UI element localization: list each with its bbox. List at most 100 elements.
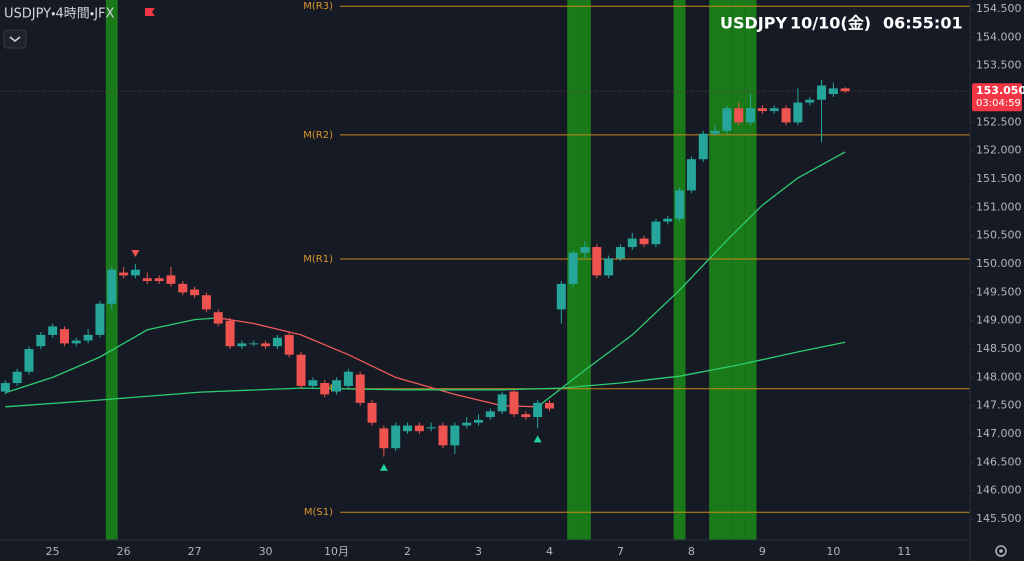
candle-body [604, 258, 614, 276]
candle-body [379, 428, 389, 449]
last-price-box [972, 83, 1022, 112]
overlay-symbol: USDJPY [720, 14, 787, 33]
candle-body [320, 383, 330, 395]
candle-body [438, 425, 448, 446]
gear-center[interactable] [999, 549, 1003, 553]
candle-body [107, 269, 117, 304]
candle-body [450, 425, 460, 446]
y-tick-label: 153.500 [976, 59, 1022, 72]
candle-body [769, 108, 779, 112]
y-tick-label: 146.000 [976, 484, 1022, 497]
candle-body [627, 238, 637, 248]
candle-body [332, 380, 342, 392]
candle-body [391, 425, 401, 449]
candle-body [556, 283, 566, 310]
x-tick-label: 25 [46, 545, 60, 558]
plot-area: M(R3)M(R2)M(R1)MM(S1) [0, 0, 970, 540]
sell-signal [131, 250, 140, 258]
x-tick-label: 7 [617, 545, 624, 558]
candle-body [201, 295, 211, 310]
candle-body [83, 334, 93, 341]
candle-body [12, 371, 22, 384]
gear[interactable] [995, 545, 1007, 557]
candle-body [403, 425, 413, 432]
candle-body [426, 427, 436, 429]
candle-body [544, 402, 554, 409]
candle-body [190, 289, 200, 296]
candle-body [48, 326, 58, 335]
candle-body [130, 269, 140, 276]
y-tick-label: 148.000 [976, 370, 1022, 383]
candle-body [592, 247, 602, 276]
x-tick-label: 27 [188, 545, 202, 558]
y-tick-label: 146.500 [976, 455, 1022, 468]
countdown-label: 03:04:59 [976, 98, 1021, 109]
x-tick-label: 30 [259, 545, 273, 558]
candle-body [296, 354, 306, 386]
candle-body [355, 374, 365, 403]
y-tick-label: 149.000 [976, 314, 1022, 327]
candle-body [367, 402, 377, 423]
candle-body [615, 247, 625, 259]
candle-body [533, 402, 543, 418]
candle-body [154, 278, 164, 282]
y-tick-label: 149.500 [976, 285, 1022, 298]
candle-body [308, 380, 318, 386]
candle-body [734, 108, 744, 123]
y-tick-label: 152.000 [976, 144, 1022, 157]
highlight-band [709, 0, 721, 540]
highlight-band [732, 0, 745, 540]
x-tick-label: 4 [546, 545, 553, 558]
candle-body [473, 419, 483, 423]
chart-title: USDJPY・4時間・JFX [4, 7, 115, 22]
candle-body [639, 238, 649, 245]
candle-body [261, 343, 271, 347]
y-tick-label: 150.500 [976, 229, 1022, 242]
highlight-band [673, 0, 686, 540]
y-tick-label: 147.000 [976, 427, 1022, 440]
candle-body [71, 340, 81, 344]
candle-body [237, 343, 247, 347]
candle-body [485, 411, 495, 418]
x-tick-label: 26 [117, 545, 131, 558]
overlay-date: 10/10(金) [790, 14, 871, 33]
candle-body [722, 108, 732, 131]
x-tick-label: 8 [688, 545, 695, 558]
pivot-label: M(S1) [304, 507, 333, 518]
moving-average [537, 151, 846, 408]
highlight-band [720, 0, 733, 540]
x-tick-label: 11 [897, 545, 911, 558]
candle-body [828, 88, 838, 95]
candle-body [462, 422, 472, 426]
candle-body [698, 133, 708, 160]
candle-body [817, 85, 827, 100]
y-tick-label: 151.500 [976, 172, 1022, 185]
candle-body [781, 108, 791, 123]
candle-body [793, 102, 803, 123]
collapse-button[interactable] [3, 29, 27, 49]
candle-body [414, 425, 424, 432]
candle-body [59, 329, 69, 344]
y-tick-label: 150.000 [976, 257, 1022, 270]
y-tick-label: 152.500 [976, 115, 1022, 128]
candle-body [249, 343, 259, 345]
flag-icon[interactable] [145, 8, 155, 16]
moving-average [5, 317, 219, 394]
buy-signal [533, 435, 542, 443]
x-tick-label: 9 [759, 545, 766, 558]
candle-body [284, 334, 294, 355]
candle-body [213, 312, 223, 324]
x-tick-label: 3 [475, 545, 482, 558]
candle-body [0, 383, 10, 392]
last-price-label: 153.050 [976, 84, 1024, 97]
settings-icon[interactable] [995, 545, 1007, 557]
pivot-label: M(R2) [303, 130, 333, 141]
candle-body [757, 108, 767, 112]
candle-body [710, 130, 720, 134]
y-tick-label: 145.500 [976, 512, 1022, 525]
candle-body [805, 99, 815, 103]
x-tick-label: 10月 [324, 545, 349, 558]
candle-body [840, 88, 850, 92]
candle-body [509, 391, 519, 415]
